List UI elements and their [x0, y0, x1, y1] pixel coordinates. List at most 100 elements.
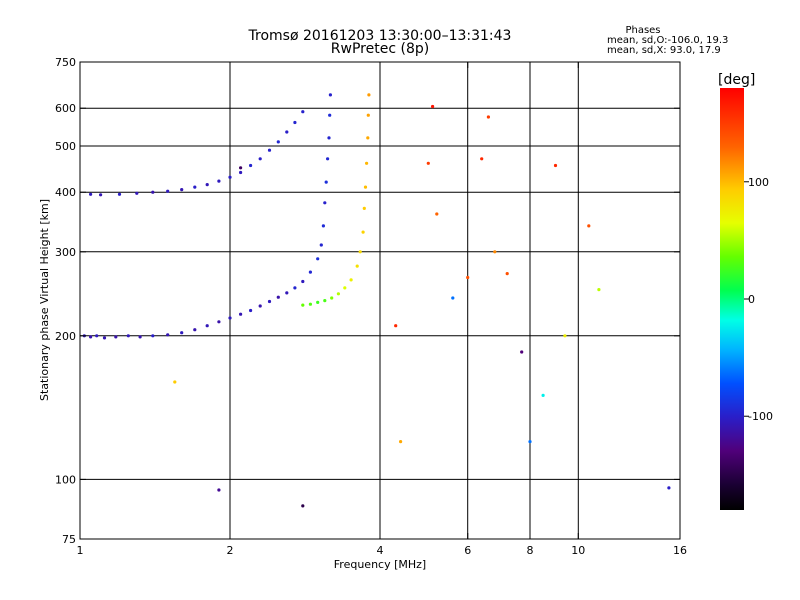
data-point — [327, 136, 331, 140]
data-point — [258, 157, 262, 161]
data-point — [466, 275, 470, 280]
data-point — [319, 243, 323, 247]
data-point — [597, 288, 601, 292]
data-point — [173, 380, 177, 384]
data-point — [217, 179, 221, 183]
data-point — [293, 286, 297, 290]
data-point — [667, 486, 671, 490]
colorbar-tick-label: -100 — [748, 410, 773, 423]
data-point — [126, 334, 130, 338]
data-point — [435, 212, 439, 216]
data-point — [285, 291, 289, 295]
data-point — [366, 136, 370, 140]
data-point — [117, 192, 122, 196]
data-point — [89, 192, 93, 196]
data-point — [563, 334, 567, 338]
data-point — [285, 130, 289, 134]
colorbar-tick-label: 100 — [748, 176, 769, 189]
y-tick-label: 75 — [62, 533, 76, 546]
data-point — [135, 191, 139, 195]
data-point — [217, 320, 221, 324]
data-point — [276, 140, 280, 144]
data-point — [102, 336, 107, 340]
data-point — [358, 250, 362, 254]
y-axis-label: Stationary phase Virtual Height [km] — [38, 199, 51, 401]
data-point — [205, 183, 209, 187]
data-point — [308, 270, 312, 274]
data-point — [180, 331, 184, 335]
data-point — [349, 278, 353, 282]
data-point — [228, 175, 232, 179]
data-point — [451, 296, 455, 300]
colorbar-label: [deg] — [718, 72, 755, 88]
data-point — [151, 190, 155, 194]
gridlines — [80, 62, 680, 539]
data-point — [89, 335, 93, 339]
data-point — [431, 104, 435, 109]
series-o-mode-f2-trace — [89, 110, 305, 197]
data-point — [193, 185, 197, 189]
stats-x-mode: mean, sd,X: 93.0, 17.9 — [607, 45, 721, 56]
data-point — [205, 324, 209, 328]
data-point — [217, 488, 221, 492]
data-point — [553, 163, 558, 168]
data-point — [228, 316, 232, 320]
data-point — [267, 299, 272, 304]
data-point — [308, 302, 312, 306]
data-point — [336, 292, 340, 296]
colorbar: [deg] -100 0 100 — [718, 72, 773, 510]
data-point — [239, 170, 243, 175]
x-tick-label: 4 — [377, 544, 384, 557]
data-point — [541, 393, 545, 397]
data-point — [316, 300, 320, 304]
data-point — [301, 110, 305, 114]
data-point — [151, 334, 155, 338]
y-tick-label: 100 — [55, 473, 76, 486]
data-point — [316, 257, 320, 261]
data-point — [239, 312, 243, 316]
data-point — [528, 440, 532, 444]
data-point — [324, 180, 328, 184]
data-point — [587, 224, 591, 228]
chart-subtitle: RwPretec (8p) — [331, 41, 429, 57]
data-point — [486, 115, 490, 119]
data-point — [520, 350, 524, 354]
data-point — [480, 157, 484, 161]
data-point — [138, 335, 142, 339]
data-point — [321, 224, 325, 228]
data-point — [326, 157, 330, 161]
data-point — [114, 335, 118, 339]
data-points — [82, 93, 671, 508]
data-point — [301, 279, 305, 284]
y-tick-label: 200 — [55, 330, 76, 343]
data-point — [367, 93, 371, 97]
y-tick-label: 600 — [55, 102, 76, 115]
data-point — [323, 201, 327, 205]
stats-heading: Phases — [625, 25, 660, 36]
data-point — [363, 185, 368, 189]
data-point — [249, 163, 253, 168]
series-o-mode-f1-trace — [82, 93, 332, 340]
data-point — [301, 303, 305, 307]
x-tick-label: 8 — [527, 544, 534, 557]
x-tick-label: 16 — [673, 544, 687, 557]
data-point — [99, 193, 103, 197]
data-point — [505, 272, 509, 276]
data-point — [301, 504, 305, 508]
data-point — [366, 113, 370, 117]
y-axis-ticks: 75 100 200 300 400 500 600 750 — [55, 56, 680, 546]
data-point — [293, 120, 297, 125]
data-point — [328, 93, 332, 97]
series-scattered-echoes — [173, 104, 671, 508]
data-point — [276, 295, 280, 299]
data-point — [193, 328, 197, 332]
data-point — [258, 304, 262, 308]
series-x-mode-trace — [301, 93, 371, 307]
data-point — [330, 296, 334, 300]
y-tick-label: 500 — [55, 140, 76, 153]
colorbar-tick-label: 0 — [748, 293, 755, 306]
stats-o-mode: mean, sd,O:-106.0, 19.3 — [607, 35, 728, 46]
data-point — [394, 324, 398, 328]
x-axis-ticks: 1 2 4 6 8 10 16 — [77, 62, 687, 557]
